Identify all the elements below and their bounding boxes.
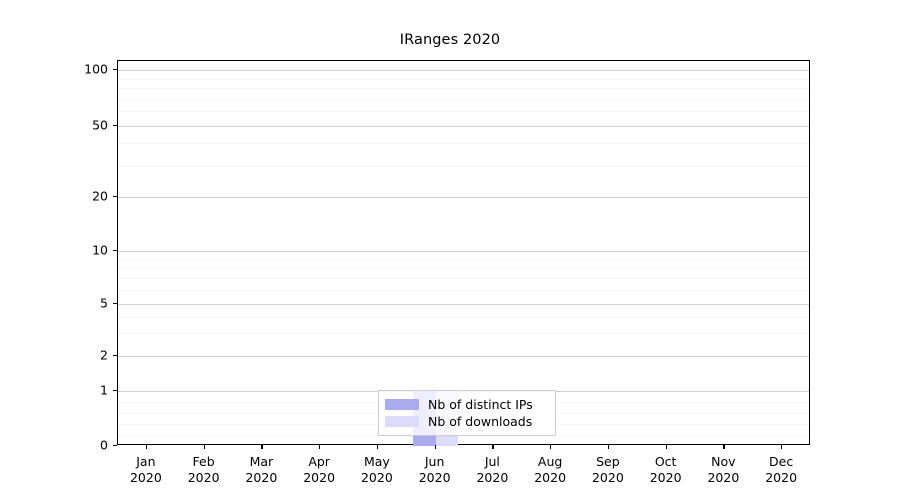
y-tick-label: 2 bbox=[100, 347, 108, 363]
gridline-minor bbox=[118, 278, 809, 280]
x-tick-label: Aug 2020 bbox=[515, 454, 585, 486]
x-tick-mark bbox=[665, 445, 667, 449]
gridline-minor bbox=[118, 111, 809, 113]
x-tick-mark bbox=[607, 445, 610, 449]
gridline-minor bbox=[118, 259, 809, 261]
x-tick-label-line: Apr bbox=[308, 454, 330, 469]
gridline-minor bbox=[118, 268, 809, 270]
y-tick-label: 10 bbox=[92, 242, 108, 258]
x-tick-label: Jun 2020 bbox=[400, 454, 470, 486]
legend-swatch-downloads bbox=[385, 416, 419, 427]
x-tick-mark bbox=[376, 445, 379, 449]
legend-label-downloads: Nb of downloads bbox=[428, 414, 533, 429]
x-tick-label-line: 2020 bbox=[476, 470, 509, 485]
x-tick-label-line: 2020 bbox=[707, 470, 740, 485]
gridline-major bbox=[118, 251, 809, 252]
gridline-major bbox=[118, 356, 809, 357]
x-tick-label: Sep 2020 bbox=[573, 454, 643, 486]
gridline-minor bbox=[118, 316, 809, 318]
y-tick-mark bbox=[113, 69, 117, 71]
y-tick-mark bbox=[113, 303, 117, 305]
bars-layer bbox=[118, 61, 809, 446]
x-tick-mark bbox=[492, 445, 494, 449]
x-tick-label-line: Jun bbox=[424, 454, 445, 469]
x-tick-mark bbox=[319, 445, 321, 449]
gridline-minor bbox=[118, 88, 809, 90]
x-tick-label: Nov 2020 bbox=[688, 454, 758, 486]
y-tick-label: 20 bbox=[92, 188, 108, 204]
x-tick-label-line: Mar bbox=[249, 454, 274, 469]
x-tick-label-line: 2020 bbox=[303, 470, 336, 485]
plot-area bbox=[117, 60, 810, 446]
x-tick-label-line: Feb bbox=[192, 454, 215, 469]
x-tick-mark bbox=[434, 445, 436, 449]
y-tick-mark bbox=[113, 355, 117, 357]
x-tick-label: Dec 2020 bbox=[746, 454, 816, 486]
y-tick-label: 50 bbox=[92, 117, 108, 133]
x-tick-mark bbox=[261, 445, 263, 449]
x-tick-label: Jan 2020 bbox=[111, 454, 181, 486]
gridline-major bbox=[118, 126, 809, 127]
x-tick-label-line: 2020 bbox=[418, 470, 451, 485]
gridline-minor bbox=[118, 98, 809, 100]
x-tick-mark bbox=[781, 445, 783, 449]
x-tick-mark bbox=[145, 445, 148, 449]
y-tick-label: 1 bbox=[100, 382, 108, 398]
y-tick-mark bbox=[113, 125, 117, 127]
x-tick-label-line: Sep bbox=[596, 454, 620, 469]
legend-label-distinct-ips: Nb of distinct IPs bbox=[428, 397, 533, 412]
y-tick-mark bbox=[113, 445, 117, 447]
x-tick-label-line: Jan bbox=[136, 454, 156, 469]
x-tick-label-line: Oct bbox=[654, 454, 677, 469]
x-tick-label: Oct 2020 bbox=[631, 454, 701, 486]
gridline-minor bbox=[118, 332, 809, 334]
y-axis-tick-labels: 100 50 20 10 5 2 1 0 bbox=[62, 60, 108, 453]
x-tick-label-line: 2020 bbox=[129, 470, 162, 485]
y-tick-mark bbox=[113, 196, 117, 198]
x-tick-label: Jul 2020 bbox=[457, 454, 527, 486]
x-tick-label: May 2020 bbox=[342, 454, 412, 486]
x-tick-mark bbox=[723, 445, 725, 449]
gridline-minor bbox=[118, 290, 809, 292]
x-tick-label: Feb 2020 bbox=[169, 454, 239, 486]
x-tick-label-line: 2020 bbox=[187, 470, 220, 485]
x-tick-label: Mar 2020 bbox=[226, 454, 296, 486]
gridline-major bbox=[118, 197, 809, 198]
x-tick-label-line: 2020 bbox=[534, 470, 567, 485]
legend-swatch-distinct-ips bbox=[385, 399, 419, 410]
x-tick-label-line: May bbox=[363, 454, 390, 469]
x-tick-label-line: 2020 bbox=[765, 470, 798, 485]
legend-item-1[interactable]: Nb of downloads bbox=[385, 413, 549, 430]
x-tick-mark bbox=[203, 445, 205, 449]
x-tick-label-line: 2020 bbox=[360, 470, 393, 485]
y-tick-label: 5 bbox=[100, 295, 108, 311]
gridline-major bbox=[118, 70, 809, 71]
y-tick-label: 0 bbox=[100, 437, 108, 453]
gridline-minor bbox=[118, 78, 809, 80]
gridline-major bbox=[118, 304, 809, 305]
x-tick-label-line: Nov bbox=[711, 454, 736, 469]
x-tick-label-line: 2020 bbox=[649, 470, 682, 485]
y-tick-mark bbox=[113, 390, 117, 392]
x-tick-label-line: Aug bbox=[537, 454, 563, 469]
gridline-minor bbox=[118, 165, 809, 167]
x-tick-mark bbox=[550, 445, 552, 449]
x-tick-label-line: 2020 bbox=[245, 470, 278, 485]
chart-title: IRanges 2020 bbox=[399, 32, 501, 48]
x-tick-label-line: 2020 bbox=[591, 470, 624, 485]
y-tick-label: 100 bbox=[84, 61, 108, 77]
x-tick-label-line: Jul bbox=[484, 454, 500, 469]
x-tick-label: Apr 2020 bbox=[284, 454, 354, 486]
gridline-minor bbox=[118, 143, 809, 145]
chart-legend: Nb of distinct IPs Nb of downloads bbox=[378, 390, 556, 436]
x-axis-tick-labels: Jan 2020 Feb 2020 Mar 2020 Apr 2020 May 2020 Jun 20… bbox=[117, 448, 810, 494]
x-tick-label-line: Dec bbox=[769, 454, 794, 469]
legend-item-0[interactable]: Nb of distinct IPs bbox=[385, 396, 549, 413]
y-tick-mark bbox=[113, 250, 117, 252]
